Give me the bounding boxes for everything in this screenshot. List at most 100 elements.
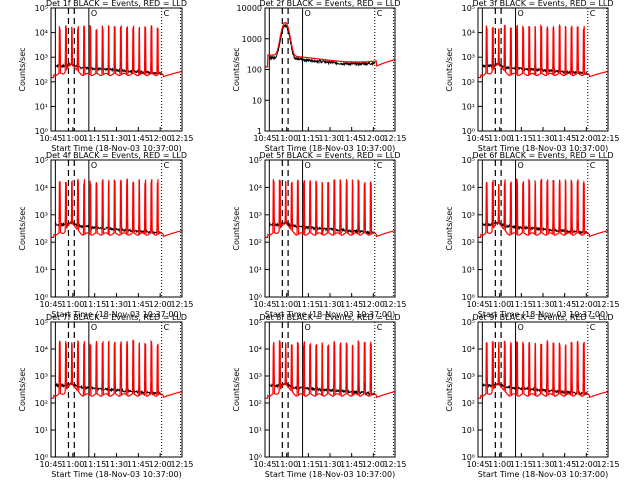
y-tick-label: 10¹ bbox=[35, 102, 48, 111]
y-tick-label: 10⁵ bbox=[462, 4, 475, 13]
y-tick-label: 10⁵ bbox=[462, 318, 475, 327]
x-tick-label: 11:30 bbox=[105, 134, 128, 143]
x-tick-label: 12:00 bbox=[362, 300, 385, 309]
x-tick-label: 12:15 bbox=[170, 134, 193, 143]
y-tick-label: 10³ bbox=[35, 211, 48, 220]
x-tick-label: 10:45 bbox=[466, 134, 489, 143]
x-tick-label: 11:45 bbox=[127, 300, 150, 309]
x-tick-label: 11:00 bbox=[275, 134, 298, 143]
y-axis-label: Counts/sec bbox=[232, 206, 241, 250]
y-tick-label: 10² bbox=[462, 399, 475, 408]
x-tick-label: 12:00 bbox=[575, 300, 598, 309]
x-axis-label: Start Time (18-Nov-03 10:37:00) bbox=[265, 144, 395, 153]
chart-title: Det 8f BLACK = Events, RED = LLD bbox=[259, 313, 400, 322]
y-tick-label: 10³ bbox=[249, 372, 262, 381]
plot-area bbox=[265, 8, 395, 131]
x-tick-label: 10:45 bbox=[39, 134, 62, 143]
marker-c-label: C bbox=[164, 161, 170, 170]
y-axis-label: Counts/sec bbox=[232, 47, 241, 91]
y-tick-label: 10¹ bbox=[35, 426, 48, 435]
x-tick-label: 11:45 bbox=[340, 460, 363, 469]
x-tick-label: 11:45 bbox=[553, 460, 576, 469]
marker-c-label: C bbox=[377, 323, 383, 332]
y-tick-label: 10⁴ bbox=[35, 345, 48, 354]
x-tick-label: 12:00 bbox=[575, 460, 598, 469]
y-tick-label: 10⁰ bbox=[249, 293, 262, 302]
x-axis-label: Start Time (18-Nov-03 10:37:00) bbox=[265, 470, 395, 479]
y-tick-label: 10000 bbox=[237, 4, 262, 13]
x-tick-label: 11:45 bbox=[553, 300, 576, 309]
series-lld-line bbox=[51, 24, 182, 79]
chart-title: Det 2f BLACK = Events, RED = LLD bbox=[259, 0, 400, 8]
x-tick-label: 12:15 bbox=[596, 300, 619, 309]
y-tick-label: 10² bbox=[462, 238, 475, 247]
marker-c-label: C bbox=[164, 9, 170, 18]
marker-o-label: O bbox=[305, 323, 311, 332]
x-tick-label: 11:00 bbox=[61, 460, 84, 469]
chart-title: Det 6f BLACK = Events, RED = LLD bbox=[472, 151, 613, 160]
series-lld-line bbox=[265, 179, 395, 238]
y-tick-label: 10⁵ bbox=[249, 156, 262, 165]
x-tick-label: 11:30 bbox=[105, 460, 128, 469]
y-tick-label: 10³ bbox=[249, 211, 262, 220]
x-tick-label: 11:30 bbox=[105, 300, 128, 309]
x-axis-label: Start Time (18-Nov-03 10:37:00) bbox=[51, 144, 181, 153]
x-tick-label: 12:00 bbox=[362, 134, 385, 143]
x-tick-label: 11:15 bbox=[83, 300, 106, 309]
chart-title: Det 4f BLACK = Events, RED = LLD bbox=[46, 151, 187, 160]
y-tick-label: 10⁰ bbox=[35, 293, 48, 302]
x-tick-label: 10:45 bbox=[253, 460, 276, 469]
x-tick-label: 11:45 bbox=[553, 134, 576, 143]
marker-o-label: O bbox=[91, 161, 97, 170]
marker-c-label: C bbox=[377, 9, 383, 18]
x-tick-label: 10:45 bbox=[466, 460, 489, 469]
x-axis-label: Start Time (18-Nov-03 10:37:00) bbox=[51, 310, 181, 319]
y-axis-label: Counts/sec bbox=[445, 367, 454, 411]
y-tick-label: 10² bbox=[249, 399, 262, 408]
y-tick-label: 10⁰ bbox=[462, 293, 475, 302]
x-tick-label: 12:15 bbox=[383, 460, 406, 469]
x-tick-label: 11:30 bbox=[318, 134, 341, 143]
y-tick-label: 10³ bbox=[35, 53, 48, 62]
marker-o-label: O bbox=[91, 323, 97, 332]
x-tick-label: 11:45 bbox=[127, 134, 150, 143]
y-tick-label: 10⁵ bbox=[35, 4, 48, 13]
y-tick-label: 10¹ bbox=[249, 266, 262, 275]
x-tick-label: 12:00 bbox=[149, 300, 172, 309]
x-tick-label: 12:00 bbox=[575, 134, 598, 143]
y-tick-label: 10⁴ bbox=[249, 345, 262, 354]
x-tick-label: 11:00 bbox=[488, 460, 511, 469]
y-tick-label: 10⁵ bbox=[462, 156, 475, 165]
x-tick-label: 10:45 bbox=[253, 300, 276, 309]
plot-area bbox=[51, 160, 182, 297]
x-axis-label: Start Time (18-Nov-03 10:37:00) bbox=[265, 310, 395, 319]
y-tick-label: 10⁵ bbox=[35, 318, 48, 327]
y-tick-label: 10² bbox=[35, 399, 48, 408]
y-tick-label: 10³ bbox=[462, 372, 475, 381]
marker-c-label: C bbox=[590, 323, 596, 332]
x-tick-label: 10:45 bbox=[39, 460, 62, 469]
x-tick-label: 12:15 bbox=[170, 300, 193, 309]
y-tick-label: 10² bbox=[462, 78, 475, 87]
y-tick-label: 10⁴ bbox=[462, 345, 475, 354]
y-tick-label: 10³ bbox=[462, 211, 475, 220]
plot-area bbox=[478, 8, 608, 131]
y-axis-label: Counts/sec bbox=[445, 206, 454, 250]
plot-area bbox=[51, 8, 182, 131]
x-tick-label: 11:15 bbox=[510, 300, 533, 309]
y-tick-label: 10² bbox=[35, 78, 48, 87]
chart-title: Det 1f BLACK = Events, RED = LLD bbox=[46, 0, 187, 8]
y-tick-label: 10⁴ bbox=[35, 183, 48, 192]
y-tick-label: 10⁴ bbox=[249, 183, 262, 192]
x-tick-label: 10:45 bbox=[466, 300, 489, 309]
plot-area bbox=[478, 160, 608, 297]
y-tick-label: 10⁰ bbox=[462, 453, 475, 462]
y-tick-label: 10⁴ bbox=[462, 29, 475, 38]
series-lld-line bbox=[265, 21, 395, 68]
x-tick-label: 11:15 bbox=[297, 134, 320, 143]
chart-title: Det 5f BLACK = Events, RED = LLD bbox=[259, 151, 400, 160]
